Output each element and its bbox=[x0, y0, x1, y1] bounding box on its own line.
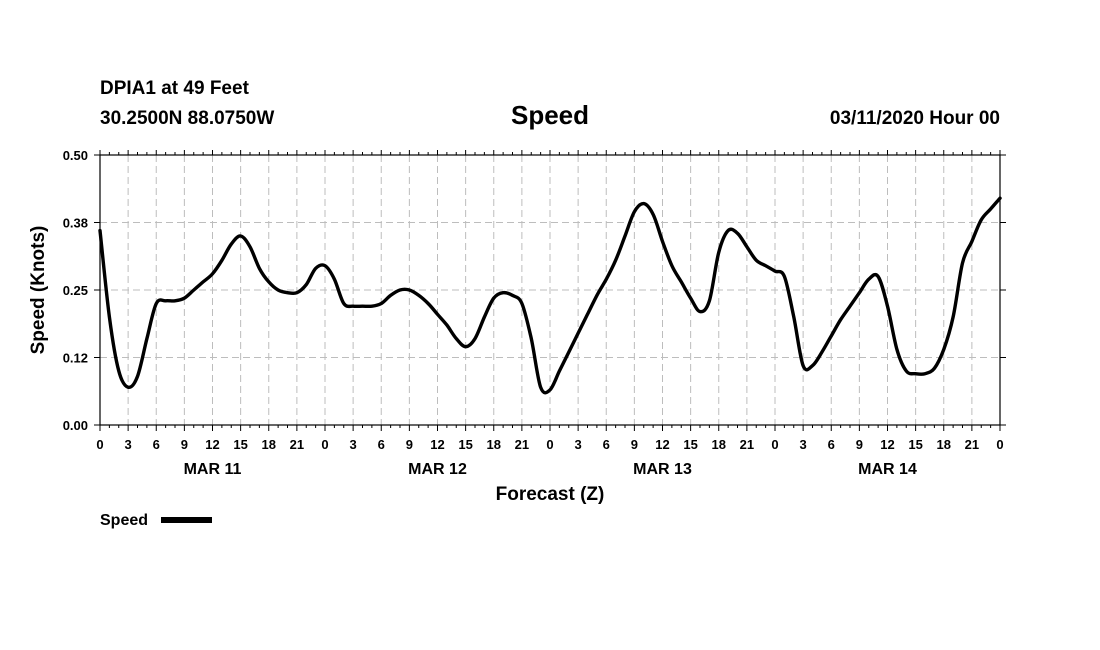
y-tick-labels: 0.00 0.12 0.25 0.38 0.50 bbox=[63, 148, 88, 433]
x-tick-label: 18 bbox=[487, 437, 501, 452]
speed-series-line bbox=[98, 196, 1002, 395]
x-tick-label: 0 bbox=[321, 437, 328, 452]
x-tick-label: 0 bbox=[96, 437, 103, 452]
y-tick-label: 0.12 bbox=[63, 351, 88, 366]
y-tick-label: 0.38 bbox=[63, 216, 88, 231]
location-label: 30.2500N 88.0750W bbox=[100, 108, 274, 129]
x-tick-label: 6 bbox=[153, 437, 160, 452]
day-labels: MAR 11 MAR 12 MAR 13 MAR 14 bbox=[184, 461, 917, 478]
x-tick-label: 12 bbox=[880, 437, 894, 452]
x-axis-title: Forecast (Z) bbox=[496, 484, 605, 505]
x-tick-label: 12 bbox=[655, 437, 669, 452]
x-tick-label: 21 bbox=[965, 437, 979, 452]
x-tick-label: 12 bbox=[430, 437, 444, 452]
grid bbox=[100, 155, 1000, 425]
x-tick-label: 18 bbox=[262, 437, 276, 452]
x-tick-label: 12 bbox=[205, 437, 219, 452]
day-label: MAR 14 bbox=[858, 461, 917, 478]
axis-ticks bbox=[94, 150, 1006, 431]
x-tick-labels: 0 3 6 9 12 15 18 21 0 3 6 9 12 15 18 21 0 3 6 9 12 15 18 21 0 3 6 9… bbox=[96, 437, 1003, 452]
run-time-label: 03/11/2020 Hour 00 bbox=[830, 108, 1000, 129]
day-label: MAR 11 bbox=[184, 461, 242, 478]
station-label: DPIA1 at 49 Feet bbox=[100, 78, 250, 99]
y-tick-label: 0.50 bbox=[63, 148, 88, 163]
x-tick-label: 0 bbox=[771, 437, 778, 452]
day-label: MAR 12 bbox=[408, 461, 467, 478]
day-label: MAR 13 bbox=[633, 461, 692, 478]
x-tick-label: 18 bbox=[937, 437, 951, 452]
x-tick-label: 9 bbox=[181, 437, 188, 452]
y-tick-label: 0.25 bbox=[63, 283, 88, 298]
x-tick-label: 21 bbox=[740, 437, 754, 452]
x-tick-label: 0 bbox=[546, 437, 553, 452]
x-tick-label: 21 bbox=[515, 437, 529, 452]
x-tick-label: 9 bbox=[406, 437, 413, 452]
x-tick-label: 15 bbox=[458, 437, 472, 452]
x-tick-label: 15 bbox=[683, 437, 697, 452]
y-tick-label: 0.00 bbox=[63, 418, 88, 433]
x-tick-label: 0 bbox=[996, 437, 1003, 452]
x-tick-label: 3 bbox=[350, 437, 357, 452]
x-tick-label: 3 bbox=[125, 437, 132, 452]
x-tick-label: 15 bbox=[233, 437, 247, 452]
x-tick-label: 15 bbox=[908, 437, 922, 452]
x-tick-label: 21 bbox=[290, 437, 304, 452]
x-tick-label: 9 bbox=[856, 437, 863, 452]
x-tick-label: 6 bbox=[378, 437, 385, 452]
chart-title: Speed bbox=[511, 100, 589, 130]
legend-label: Speed bbox=[100, 512, 148, 529]
x-tick-label: 6 bbox=[828, 437, 835, 452]
x-tick-label: 9 bbox=[631, 437, 638, 452]
y-axis-title: Speed (Knots) bbox=[28, 226, 49, 355]
x-tick-label: 3 bbox=[800, 437, 807, 452]
x-tick-label: 18 bbox=[712, 437, 726, 452]
x-tick-label: 3 bbox=[575, 437, 582, 452]
x-tick-label: 6 bbox=[603, 437, 610, 452]
